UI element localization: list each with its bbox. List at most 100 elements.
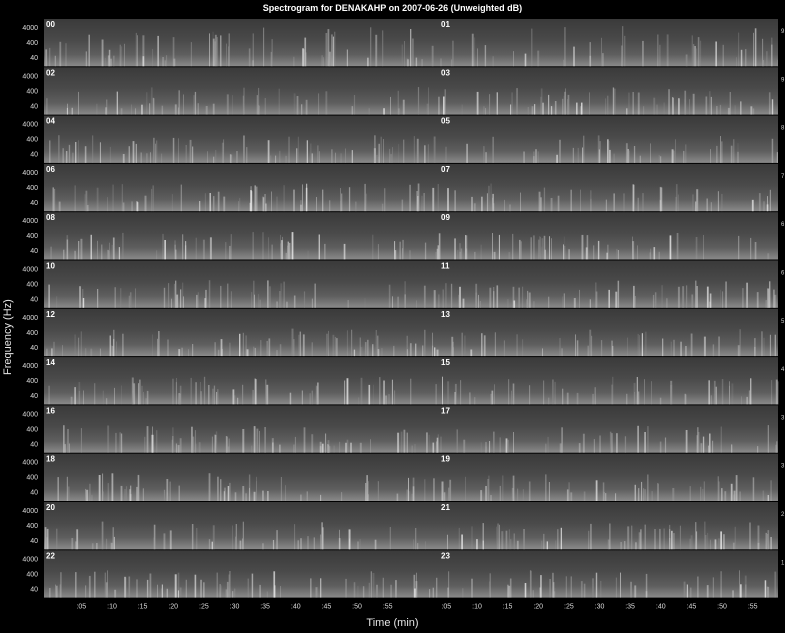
energy-streak xyxy=(616,248,618,260)
energy-streak xyxy=(552,582,555,598)
energy-streak xyxy=(113,55,115,67)
energy-streak xyxy=(754,242,757,260)
energy-streak xyxy=(586,235,589,260)
energy-streak xyxy=(208,539,211,550)
energy-streak xyxy=(683,150,685,163)
energy-streak xyxy=(334,336,337,357)
energy-streak xyxy=(196,528,198,550)
energy-streak xyxy=(364,183,366,212)
energy-streak xyxy=(179,438,182,453)
energy-streak xyxy=(502,475,504,501)
energy-streak xyxy=(576,102,578,115)
x-tick-label: :35 xyxy=(625,604,635,611)
energy-streak xyxy=(267,280,269,308)
energy-streak xyxy=(142,56,145,67)
energy-streak xyxy=(489,94,491,115)
energy-streak xyxy=(322,189,324,212)
energy-streak xyxy=(672,488,675,501)
energy-streak xyxy=(370,27,372,67)
energy-streak xyxy=(391,379,393,405)
energy-streak xyxy=(742,288,744,308)
energy-streak xyxy=(332,334,335,357)
energy-streak xyxy=(203,376,206,405)
energy-streak xyxy=(251,573,253,598)
energy-streak xyxy=(219,584,221,598)
energy-streak xyxy=(92,135,94,163)
energy-streak xyxy=(223,196,226,212)
y-tick-label: 40 xyxy=(30,538,38,545)
energy-streak xyxy=(767,530,770,550)
energy-streak xyxy=(465,235,467,260)
energy-streak xyxy=(377,481,379,501)
energy-streak xyxy=(632,241,635,260)
energy-streak xyxy=(102,491,104,501)
energy-streak xyxy=(567,99,568,115)
energy-streak xyxy=(392,147,393,163)
energy-streak xyxy=(242,429,245,453)
energy-streak xyxy=(589,329,592,357)
energy-streak xyxy=(676,233,679,260)
energy-streak xyxy=(566,392,569,405)
energy-streak xyxy=(454,190,456,212)
energy-streak xyxy=(372,234,374,260)
energy-streak xyxy=(507,584,509,598)
energy-streak xyxy=(663,528,665,550)
right-scale-label: 9 xyxy=(781,29,785,35)
energy-streak xyxy=(90,348,93,357)
energy-streak xyxy=(682,286,685,308)
energy-streak xyxy=(671,149,674,163)
energy-streak xyxy=(322,527,324,550)
energy-streak xyxy=(212,31,214,67)
spectrogram-row xyxy=(44,453,778,501)
y-tick-label: 400 xyxy=(26,282,38,289)
energy-streak xyxy=(193,95,195,115)
energy-streak xyxy=(426,103,429,115)
energy-streak xyxy=(730,145,733,163)
energy-streak xyxy=(239,197,241,212)
energy-streak xyxy=(695,201,697,212)
energy-streak xyxy=(503,340,505,357)
right-scale-label: 1 xyxy=(781,560,785,566)
energy-streak xyxy=(538,239,540,260)
energy-streak xyxy=(270,155,272,163)
energy-streak xyxy=(320,534,322,550)
energy-streak xyxy=(264,98,266,115)
energy-streak xyxy=(70,396,73,405)
energy-streak xyxy=(756,292,759,308)
energy-streak xyxy=(74,185,76,212)
hour-label: 14 xyxy=(46,358,55,367)
energy-streak xyxy=(113,329,115,357)
y-tick-label: 400 xyxy=(26,137,38,144)
energy-streak xyxy=(474,397,476,405)
energy-streak xyxy=(720,136,721,163)
energy-streak xyxy=(712,440,714,453)
energy-streak xyxy=(644,432,646,453)
energy-streak xyxy=(762,490,765,501)
energy-streak xyxy=(293,93,296,115)
energy-streak xyxy=(659,156,662,163)
energy-streak xyxy=(135,32,137,67)
energy-streak xyxy=(540,96,542,115)
energy-streak xyxy=(482,523,484,550)
energy-streak xyxy=(152,185,154,212)
energy-streak xyxy=(65,151,68,163)
hour-label: 21 xyxy=(441,503,450,512)
energy-streak xyxy=(259,584,261,598)
energy-streak xyxy=(692,93,695,115)
energy-streak xyxy=(637,333,639,357)
energy-streak xyxy=(771,37,773,67)
energy-streak xyxy=(155,143,156,163)
y-tick-label: 40 xyxy=(30,152,38,159)
energy-streak xyxy=(194,574,197,598)
energy-streak xyxy=(488,581,491,598)
energy-streak xyxy=(327,444,329,453)
energy-streak xyxy=(113,536,115,550)
energy-streak xyxy=(243,135,245,163)
energy-streak xyxy=(697,576,699,598)
energy-streak xyxy=(164,60,166,67)
energy-streak xyxy=(483,146,485,163)
energy-streak xyxy=(406,489,408,501)
energy-streak xyxy=(740,49,743,67)
energy-streak xyxy=(700,486,702,501)
energy-streak xyxy=(417,543,419,550)
